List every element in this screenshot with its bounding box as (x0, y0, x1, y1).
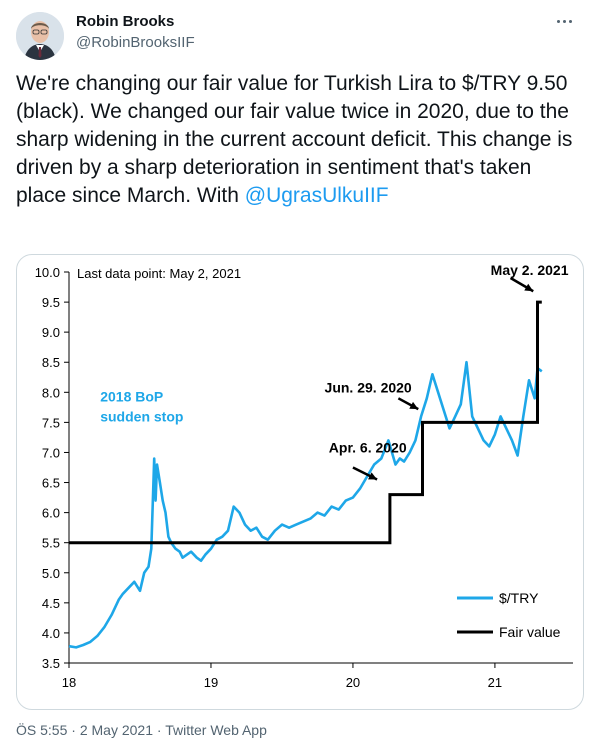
line-chart: 10.0 9.5 9.0 8.5 8.0 7.5 7.0 6.5 6.0 5.5 5.0 4.5 4.0… (35, 262, 573, 690)
y-tick-label: 8.5 (42, 355, 60, 370)
chart-annotation: sudden stop (100, 408, 183, 424)
legend-label-fair-value: Fair value (499, 624, 561, 640)
x-tick-label: 18 (62, 675, 76, 690)
y-tick-label: 4.0 (42, 626, 60, 641)
author-handle[interactable]: @RobinBrooksIIF (76, 34, 195, 51)
annotation-arrowhead (409, 401, 419, 410)
chart-annotation: 2018 BoP (100, 388, 163, 404)
author-name[interactable]: Robin Brooks (76, 13, 175, 30)
y-tick-label: 7.5 (42, 415, 60, 430)
series-line-usdtry (68, 360, 543, 649)
chart-subtitle: Last data point: May 2, 2021 (77, 266, 241, 281)
y-tick-label: 6.0 (42, 506, 60, 521)
annotation-arrowhead (368, 472, 378, 480)
avatar-portrait-icon (16, 12, 64, 60)
tweet-media-chart[interactable]: 10.0 9.5 9.0 8.5 8.0 7.5 7.0 6.5 6.0 5.5 5.0 4.5 4.0… (16, 254, 584, 710)
series-line-fair-value (69, 300, 542, 545)
meta-separator: · (67, 722, 80, 738)
tweet-meta: ÖS 5:55 · 2 May 2021 · Twitter Web App (16, 722, 267, 738)
y-tick-label: 10.0 (35, 265, 60, 280)
tweet-text: We're changing our fair value for Turkis… (16, 70, 582, 210)
x-tick-label: 20 (346, 675, 360, 690)
tweet-time[interactable]: ÖS 5:55 (16, 722, 68, 738)
chart-annotation: May 2. 2021 (491, 262, 569, 278)
chart-annotation: Apr. 6. 2020 (329, 439, 407, 455)
avatar[interactable] (16, 12, 64, 60)
more-dots-icon (568, 19, 572, 23)
annotation-arrowhead (524, 283, 534, 292)
y-tick-label: 7.0 (42, 445, 60, 460)
mention-link[interactable]: @UgrasUlkuIIF (244, 184, 389, 207)
y-tick-label: 4.5 (42, 596, 60, 611)
y-tick-label: 9.5 (42, 295, 60, 310)
x-tick-label: 21 (488, 675, 502, 690)
meta-separator: · (153, 722, 166, 738)
more-options-button[interactable] (550, 10, 578, 32)
more-dots-icon (562, 19, 566, 23)
tweet-source-app[interactable]: Twitter Web App (165, 722, 267, 738)
more-dots-icon (556, 19, 560, 23)
y-tick-label: 6.5 (42, 476, 60, 491)
y-tick-label: 3.5 (42, 656, 60, 671)
y-tick-label: 5.0 (42, 566, 60, 581)
legend-label-usdtry: $/TRY (499, 590, 539, 606)
chart-annotation: Jun. 29. 2020 (325, 379, 412, 395)
x-tick-label: 19 (204, 675, 218, 690)
tweet-date[interactable]: 2 May 2021 (79, 722, 153, 738)
y-tick-label: 5.5 (42, 536, 60, 551)
y-tick-label: 9.0 (42, 325, 60, 340)
y-tick-label: 8.0 (42, 385, 60, 400)
tweet-body: We're changing our fair value for Turkis… (16, 72, 579, 207)
